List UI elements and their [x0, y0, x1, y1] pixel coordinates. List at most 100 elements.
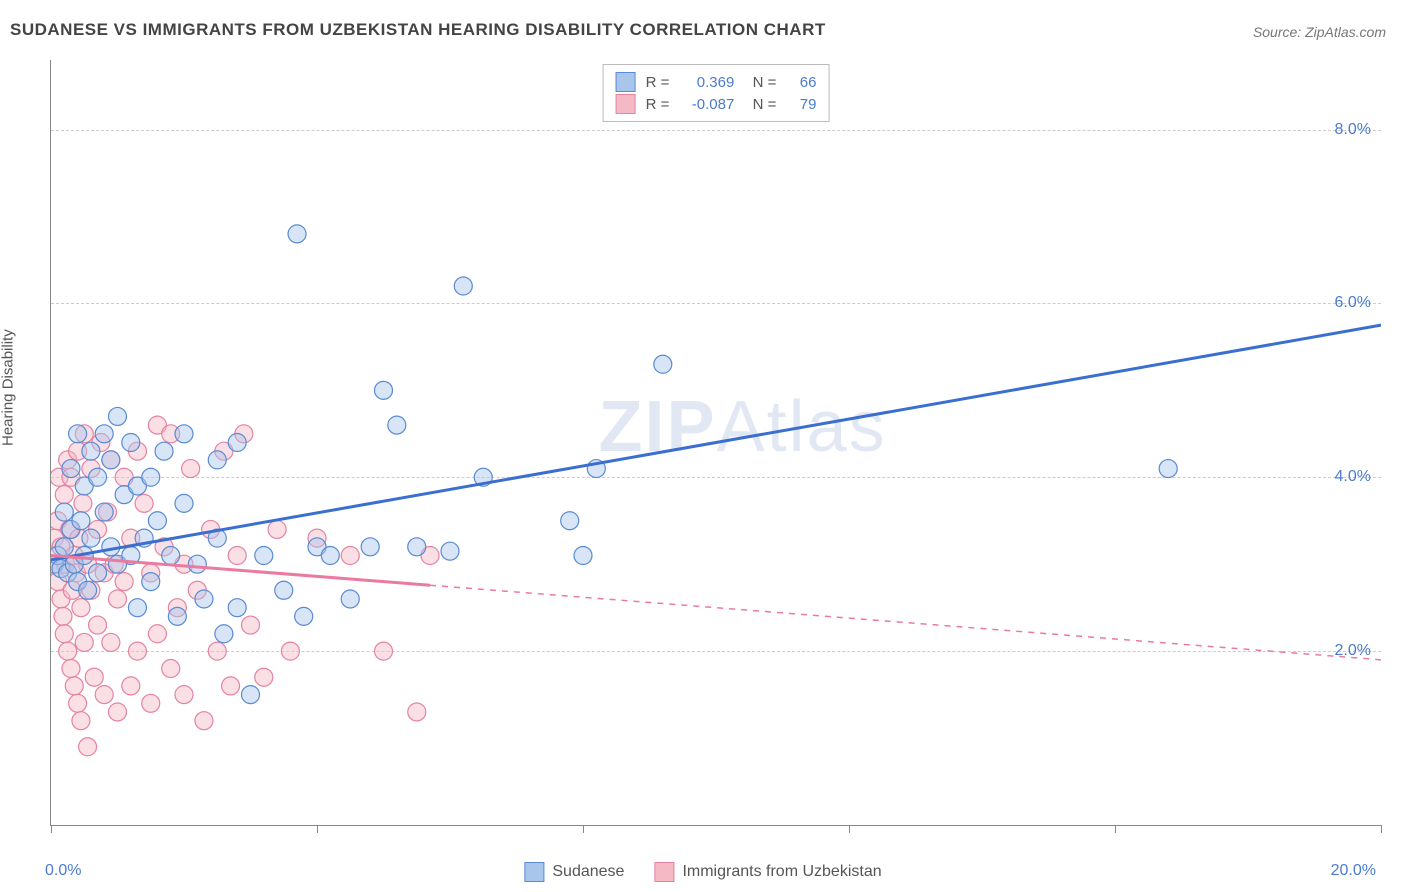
scatter-point-sudanese: [654, 355, 672, 373]
scatter-point-sudanese: [242, 686, 260, 704]
swatch-sudanese: [524, 862, 544, 882]
scatter-point-sudanese: [454, 277, 472, 295]
scatter-point-sudanese: [55, 503, 73, 521]
r-label: R =: [646, 74, 670, 91]
scatter-point-sudanese: [95, 503, 113, 521]
scatter-point-sudanese: [561, 512, 579, 530]
scatter-point-sudanese: [155, 442, 173, 460]
scatter-point-sudanese: [148, 512, 166, 530]
plot-area: ZIPAtlas R = 0.369 N = 66 R = -0.087 N =…: [50, 60, 1381, 826]
scatter-point-uzbekistan: [228, 547, 246, 565]
legend-stats-row: R = -0.087 N = 79: [616, 93, 817, 115]
x-axis-max-label: 20.0%: [1331, 862, 1376, 880]
legend-stats: R = 0.369 N = 66 R = -0.087 N = 79: [603, 64, 830, 122]
scatter-point-uzbekistan: [75, 633, 93, 651]
trend-line-sudanese: [51, 325, 1381, 560]
scatter-point-sudanese: [208, 451, 226, 469]
scatter-point-sudanese: [175, 494, 193, 512]
swatch-uzbekistan: [616, 94, 636, 114]
scatter-point-sudanese: [69, 425, 87, 443]
scatter-point-sudanese: [295, 607, 313, 625]
scatter-point-sudanese: [228, 599, 246, 617]
x-tick: [51, 825, 52, 833]
r-value-sudanese: 0.369: [679, 74, 734, 91]
scatter-point-uzbekistan: [242, 616, 260, 634]
scatter-point-sudanese: [1159, 460, 1177, 478]
scatter-point-uzbekistan: [162, 660, 180, 678]
scatter-point-sudanese: [255, 547, 273, 565]
scatter-point-uzbekistan: [268, 520, 286, 538]
scatter-point-sudanese: [82, 442, 100, 460]
scatter-point-uzbekistan: [175, 686, 193, 704]
scatter-point-uzbekistan: [79, 738, 97, 756]
scatter-point-uzbekistan: [375, 642, 393, 660]
scatter-point-uzbekistan: [65, 677, 83, 695]
scatter-point-sudanese: [188, 555, 206, 573]
n-label: N =: [744, 96, 776, 113]
scatter-point-uzbekistan: [62, 660, 80, 678]
source-label: Source: ZipAtlas.com: [1253, 24, 1386, 40]
x-tick: [1115, 825, 1116, 833]
legend-label-sudanese: Sudanese: [552, 863, 624, 881]
x-axis-min-label: 0.0%: [45, 862, 81, 880]
scatter-point-sudanese: [375, 381, 393, 399]
scatter-point-uzbekistan: [89, 616, 107, 634]
swatch-uzbekistan: [654, 862, 674, 882]
scatter-point-uzbekistan: [148, 625, 166, 643]
scatter-point-uzbekistan: [95, 686, 113, 704]
scatter-point-sudanese: [89, 468, 107, 486]
scatter-point-uzbekistan: [55, 625, 73, 643]
legend-stats-row: R = 0.369 N = 66: [616, 71, 817, 93]
scatter-point-sudanese: [55, 538, 73, 556]
scatter-point-sudanese: [162, 547, 180, 565]
scatter-point-sudanese: [79, 581, 97, 599]
scatter-point-sudanese: [441, 542, 459, 560]
scatter-point-uzbekistan: [122, 677, 140, 695]
x-tick: [583, 825, 584, 833]
scatter-point-sudanese: [128, 599, 146, 617]
n-value-uzbekistan: 79: [786, 96, 816, 113]
scatter-point-uzbekistan: [59, 642, 77, 660]
x-tick: [317, 825, 318, 833]
legend-item-uzbekistan: Immigrants from Uzbekistan: [654, 862, 881, 882]
scatter-point-uzbekistan: [142, 694, 160, 712]
scatter-point-sudanese: [321, 547, 339, 565]
scatter-point-uzbekistan: [208, 642, 226, 660]
scatter-point-sudanese: [195, 590, 213, 608]
trend-line-dashed-uzbekistan: [430, 585, 1381, 660]
scatter-point-uzbekistan: [55, 486, 73, 504]
scatter-point-uzbekistan: [109, 703, 127, 721]
scatter-point-sudanese: [62, 460, 80, 478]
scatter-point-sudanese: [228, 434, 246, 452]
scatter-point-sudanese: [168, 607, 186, 625]
scatter-point-uzbekistan: [135, 494, 153, 512]
chart-title: SUDANESE VS IMMIGRANTS FROM UZBEKISTAN H…: [10, 20, 826, 40]
scatter-point-sudanese: [72, 512, 90, 530]
scatter-point-sudanese: [388, 416, 406, 434]
scatter-point-sudanese: [574, 547, 592, 565]
legend-label-uzbekistan: Immigrants from Uzbekistan: [682, 863, 881, 881]
scatter-point-sudanese: [275, 581, 293, 599]
r-label: R =: [646, 96, 670, 113]
scatter-point-uzbekistan: [72, 712, 90, 730]
swatch-sudanese: [616, 72, 636, 92]
scatter-point-uzbekistan: [128, 642, 146, 660]
scatter-point-uzbekistan: [195, 712, 213, 730]
n-value-sudanese: 66: [786, 74, 816, 91]
scatter-point-sudanese: [408, 538, 426, 556]
scatter-point-sudanese: [175, 425, 193, 443]
scatter-point-uzbekistan: [85, 668, 103, 686]
scatter-point-uzbekistan: [222, 677, 240, 695]
x-tick: [849, 825, 850, 833]
legend-item-sudanese: Sudanese: [524, 862, 624, 882]
scatter-point-sudanese: [142, 468, 160, 486]
scatter-point-uzbekistan: [69, 694, 87, 712]
scatter-point-sudanese: [288, 225, 306, 243]
r-value-uzbekistan: -0.087: [679, 96, 734, 113]
x-tick: [1381, 825, 1382, 833]
scatter-point-sudanese: [109, 407, 127, 425]
scatter-point-uzbekistan: [54, 607, 72, 625]
scatter-point-uzbekistan: [182, 460, 200, 478]
scatter-point-sudanese: [95, 425, 113, 443]
scatter-point-uzbekistan: [72, 599, 90, 617]
